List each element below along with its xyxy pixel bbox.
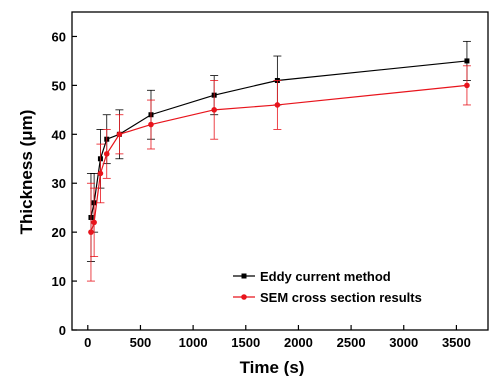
x-axis-label: Time (s) [240, 358, 305, 376]
y-tick-label: 0 [59, 323, 66, 338]
series-2 [86, 65, 471, 282]
x-tick-label: 1000 [179, 335, 208, 350]
x-tick-label: 2500 [337, 335, 366, 350]
data-point [274, 102, 281, 108]
data-point [97, 170, 104, 177]
data-point [103, 151, 110, 157]
legend-label: Eddy current method [260, 269, 391, 284]
plot-frame [71, 11, 489, 331]
x-tick-label: 1500 [231, 335, 260, 350]
legend: Eddy current method SEM cross section res… [233, 269, 422, 305]
y-tick-label: 10 [52, 274, 66, 289]
y-tick-label: 50 [52, 78, 66, 93]
data-point [211, 107, 217, 113]
x-tick-label: 500 [130, 335, 152, 350]
y-tick-label: 60 [52, 29, 66, 44]
x-tick-label: 0 [84, 335, 91, 350]
x-tick-label: 3000 [389, 335, 418, 350]
legend-label: SEM cross section results [260, 290, 422, 305]
data-point [148, 121, 154, 128]
data-point [88, 229, 94, 235]
data-point [91, 219, 97, 226]
y-axis-label: Thickness (μm) [17, 110, 36, 235]
x-tick-label: 2000 [284, 335, 313, 350]
data-point [464, 58, 470, 64]
series-1 [86, 40, 471, 262]
y-tick-label: 30 [52, 176, 66, 191]
legend-marker [241, 294, 247, 300]
data-point [116, 131, 123, 138]
y-tick-label: 40 [52, 127, 66, 142]
data-point [464, 82, 470, 89]
series-line [90, 84, 467, 233]
legend-marker [241, 273, 247, 279]
x-tick-label: 3500 [442, 335, 471, 350]
y-tick-label: 20 [52, 225, 66, 240]
